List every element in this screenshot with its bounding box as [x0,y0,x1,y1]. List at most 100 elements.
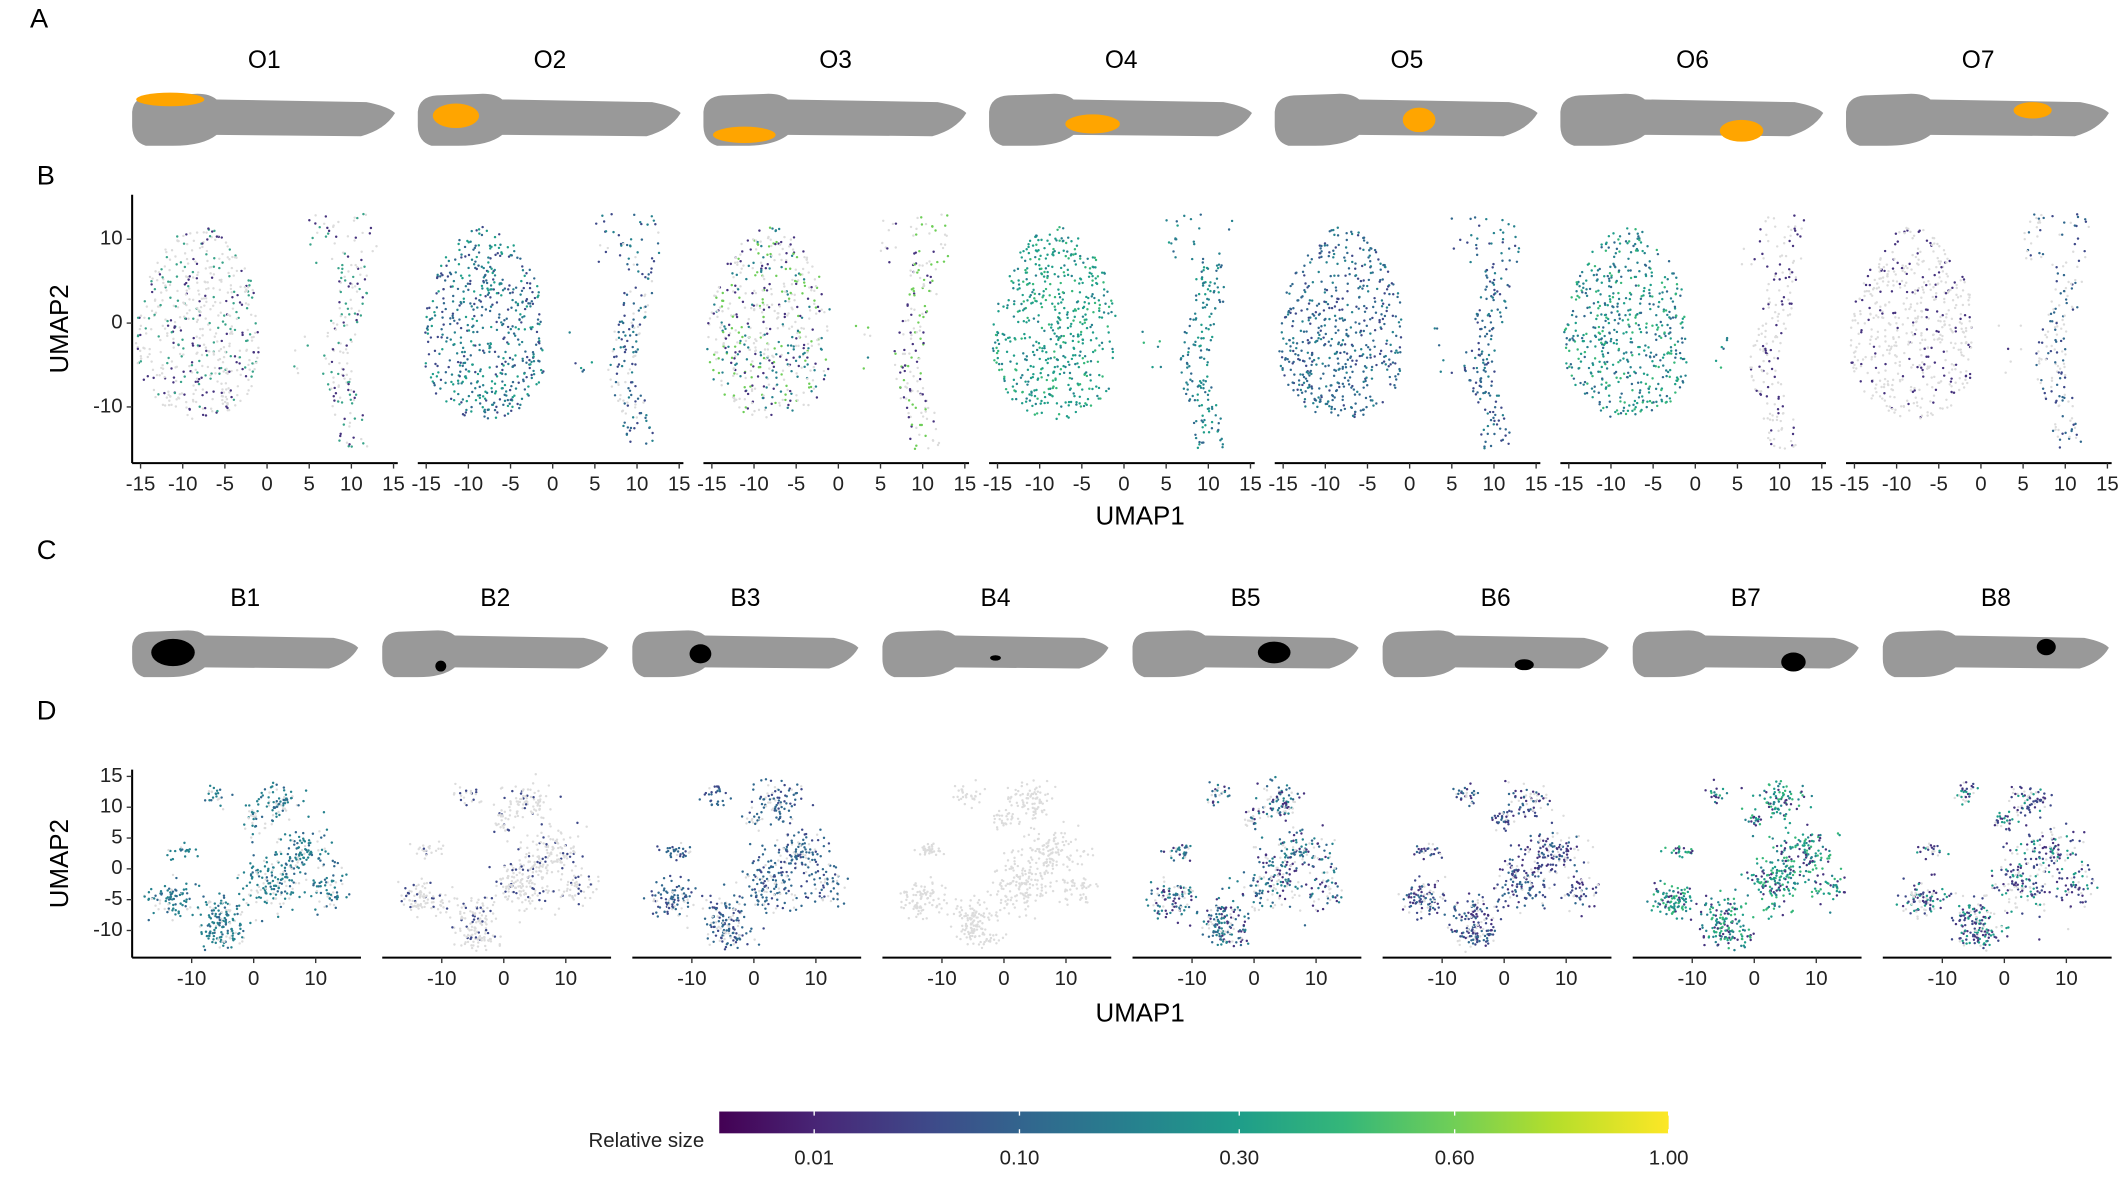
cell-point [363,278,367,281]
cell-point [1492,262,1495,266]
cell-point [1600,341,1603,345]
cell-point [1794,276,1798,279]
cell-point [1600,383,1603,386]
cell-point [339,314,343,318]
cell-point [1658,394,1662,397]
cell-point [1057,288,1060,291]
cell-point [1342,404,1346,407]
x-tick-label: -15 [126,473,156,495]
cell-point [1565,362,1568,365]
cell-point [493,274,497,277]
cell-point [435,292,438,295]
cell-point [1100,316,1104,319]
cell-point [778,243,782,246]
cell-point [1059,266,1063,270]
x-tick-label: 5 [304,473,315,495]
cell-point [144,332,148,335]
cell-point [1892,337,1895,341]
cell-point [433,314,437,317]
cell-point [914,406,918,410]
cell-point [1612,341,1616,345]
cell-point [1752,379,1755,382]
cell-point [1964,378,1967,382]
cell-point [904,385,907,388]
cell-point [500,252,504,255]
cell-point [494,253,497,257]
cell-point [1303,289,1306,292]
cell-point [1600,350,1604,353]
cell-point [1636,261,1639,264]
cell-point [1742,247,1746,251]
cell-point [241,333,244,337]
cell-point [1366,290,1370,293]
cell-point [1044,267,1048,270]
cell-point [473,246,477,250]
cell-point [1315,339,1318,343]
cell-point [942,260,946,263]
cell-point [160,268,163,271]
cell-point [459,326,463,330]
cell-point [795,394,798,397]
cell-point [925,310,929,313]
cell-point [784,299,787,303]
cell-point [1013,269,1016,272]
cell-point [351,286,354,289]
cell-point [1673,305,1677,309]
cell-point [516,375,519,378]
cell-point [1328,230,1331,233]
cell-point [1046,276,1049,280]
cell-point [1950,368,1954,371]
cell-point [235,317,239,321]
cell-point [203,406,207,410]
cell-point [347,388,350,392]
cell-point [767,383,771,386]
cell-point [167,280,170,283]
cell-point [2076,265,2079,269]
cell-point [886,247,889,250]
cell-point [333,399,336,402]
cell-point [337,220,340,224]
cell-point [1286,313,1290,316]
cell-point [1354,321,1357,324]
cell-point [928,232,931,235]
cell-point [1297,354,1300,357]
cell-point [1665,374,1668,378]
cell-point [1883,399,1887,402]
cell-point [1638,391,1642,394]
cell-point [207,287,210,290]
cell-point [802,250,805,253]
cell-point [188,298,191,301]
cell-point [1034,263,1038,266]
cell-point [2074,436,2078,440]
cell-point [1295,271,1298,274]
cell-point [1921,368,1924,372]
cell-point [1932,250,1935,253]
cell-point [1034,249,1038,252]
cell-point [1365,307,1368,310]
cell-point [632,330,635,334]
cell-point [1855,367,1858,370]
cell-point [902,378,906,382]
cell-point [1319,247,1322,250]
cell-point [1792,445,1795,448]
cell-point [1928,365,1932,368]
cell-point [924,222,928,226]
cell-point [504,390,508,393]
cell-point [201,407,205,411]
cell-point [1898,282,1902,286]
cell-point [1013,337,1016,340]
cell-point [234,404,237,407]
cell-point [475,229,478,232]
cell-point [202,343,206,346]
cell-point [1916,247,1920,250]
cell-point [1938,276,1941,279]
cell-point [217,326,220,330]
cell-point [1782,295,1786,299]
cell-point [205,349,208,353]
cell-point [722,343,725,346]
cell-point [1907,343,1910,346]
cell-point [458,248,461,252]
cell-point [628,429,632,432]
cell-point [758,304,762,308]
cell-point [1062,354,1065,358]
